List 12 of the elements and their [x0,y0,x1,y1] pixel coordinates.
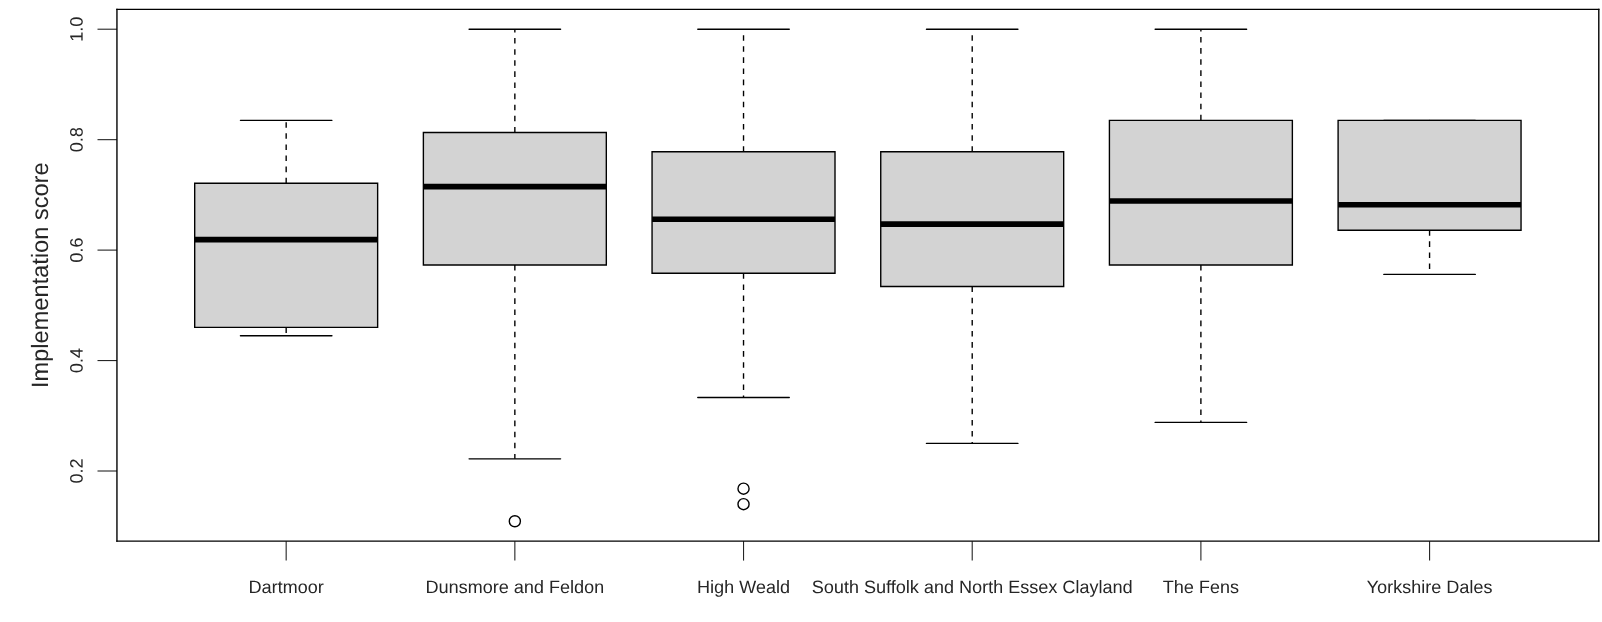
x-tick-label: Yorkshire Dales [1367,580,1492,594]
y-tick-label: 1.0 [70,17,83,41]
y-tick-label: 0.6 [70,238,83,262]
y-tick-label: 0.2 [70,459,83,483]
x-tick-label: Dartmoor [250,580,324,594]
y-tick-label: 0.8 [70,127,83,152]
x-tick-label: Dunsmore and Feldon [427,580,604,594]
y-axis-title: Implementation score [30,163,53,386]
x-tick-label: South Suffolk and North Essex Clayland [812,580,1132,597]
x-tick-label: The Fens [1163,580,1239,594]
x-tick-label: High Weald [698,580,789,597]
y-tick-label: 0.4 [70,348,83,373]
